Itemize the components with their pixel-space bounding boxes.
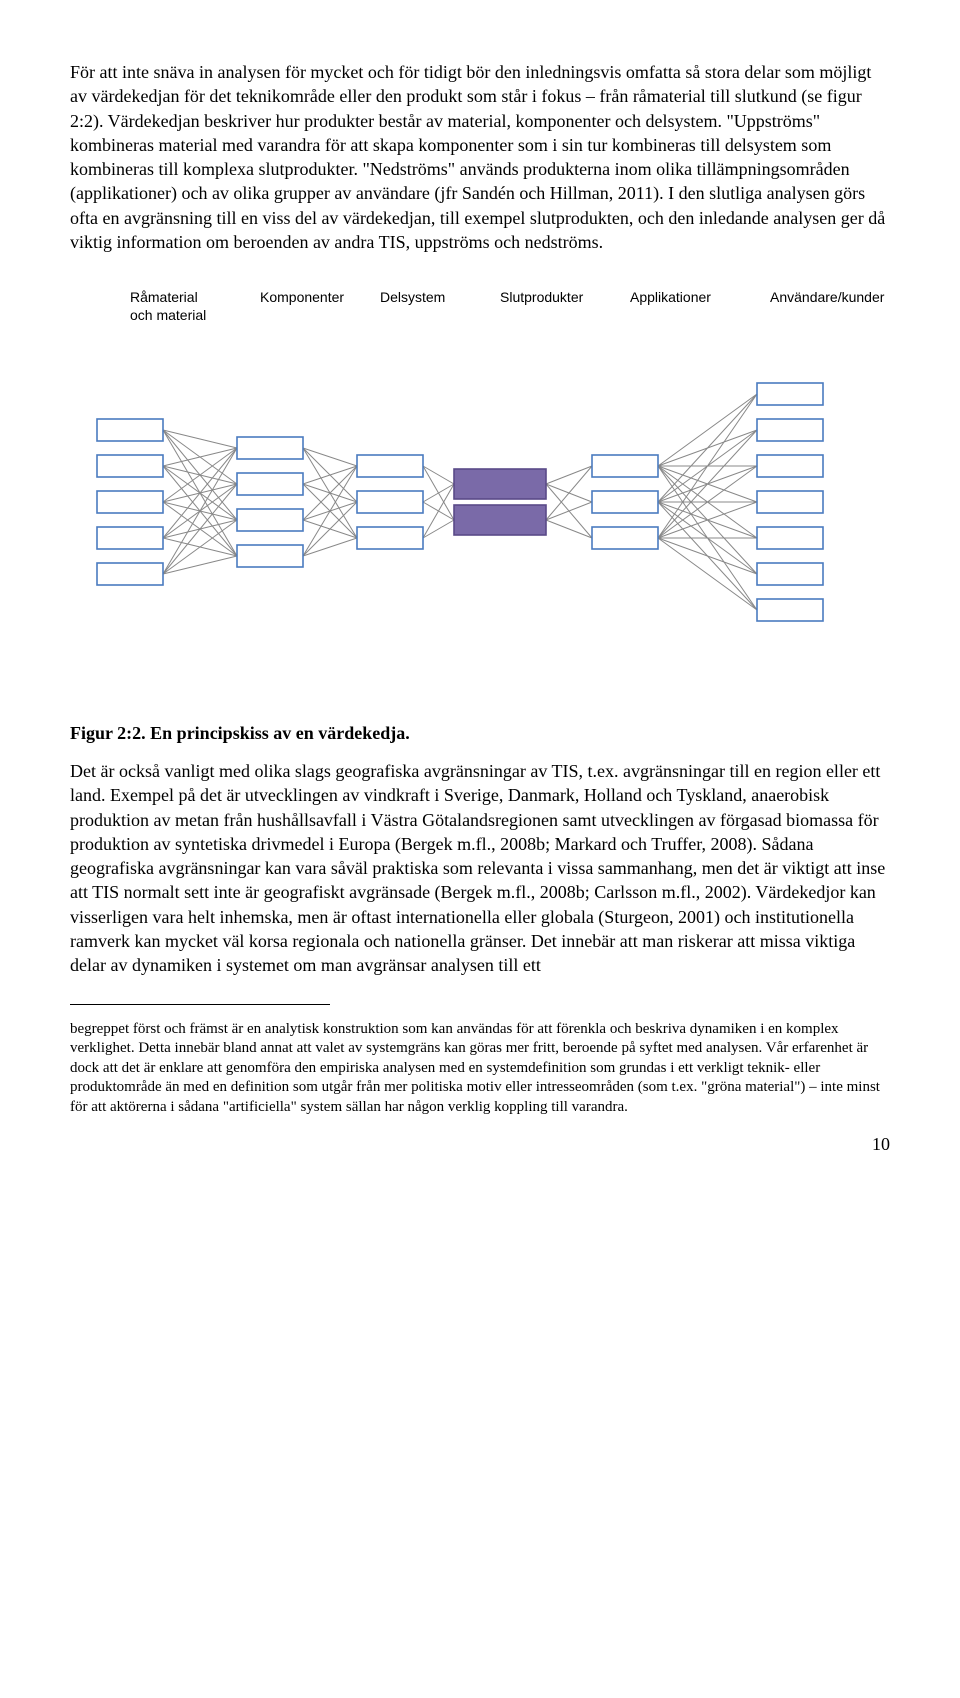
svg-text:Råmaterial: Råmaterial <box>130 289 198 305</box>
svg-text:Delsystem: Delsystem <box>380 289 445 305</box>
page-number: 10 <box>70 1132 890 1156</box>
svg-text:Komponenter: Komponenter <box>260 289 344 305</box>
svg-text:och material: och material <box>130 307 206 323</box>
paragraph-1: För att inte snäva in analysen för mycke… <box>70 60 890 254</box>
svg-text:Slutprodukter: Slutprodukter <box>500 289 584 305</box>
paragraph-2: Det är också vanligt med olika slags geo… <box>70 759 890 978</box>
svg-text:Applikationer: Applikationer <box>630 289 711 305</box>
svg-text:Användare/kunder: Användare/kunder <box>770 289 885 305</box>
footnote-text: begreppet först och främst är en analyti… <box>70 1020 890 1118</box>
value-chain-diagram: Råmaterial och material Komponenter Delsyst… <box>70 282 890 708</box>
figure-caption: Figur 2:2. En principskiss av en värdeke… <box>70 721 890 745</box>
footnote-separator <box>70 1004 330 1005</box>
